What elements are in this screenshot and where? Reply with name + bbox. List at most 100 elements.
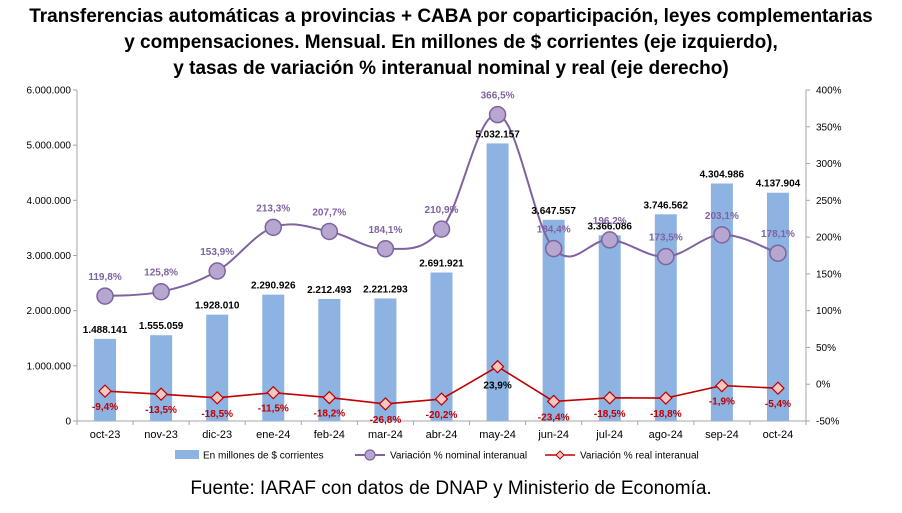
- real-marker: [210, 390, 225, 405]
- nominal-marker: [769, 244, 787, 262]
- chart-title-line-1: Transferencias automáticas a provincias …: [29, 6, 873, 27]
- source-note: Fuente: IARAF con datos de DNAP y Minist…: [190, 478, 712, 499]
- nominal-marker: [96, 287, 114, 305]
- left-tick-label: 4.000.000: [27, 196, 72, 207]
- real-value-label: -20,2%: [426, 410, 458, 421]
- right-tick-label: 150%: [816, 269, 842, 280]
- chart-title: Transferencias automáticas a provincias …: [0, 4, 902, 82]
- nominal-marker: [320, 222, 339, 241]
- nominal-value-label: 153,9%: [200, 247, 234, 258]
- real-value-label: 23,9%: [483, 381, 511, 392]
- right-tick-label: -50%: [816, 417, 839, 428]
- bar: [654, 214, 677, 421]
- nominal-value-label: 119,8%: [88, 272, 121, 283]
- real-marker: [378, 397, 393, 411]
- real-marker: [322, 390, 337, 405]
- nominal-marker: [657, 247, 675, 266]
- nominal-value-label: 213,3%: [256, 203, 290, 214]
- nominal-value-label: 203,1%: [705, 211, 739, 222]
- left-tick-label: 5.000.000: [27, 141, 72, 152]
- real-value-label: -18,2%: [314, 409, 346, 420]
- left-tick-label: 3.000.000: [27, 251, 72, 262]
- right-tick-label: 350%: [816, 122, 842, 133]
- right-tick-label: 250%: [816, 196, 842, 207]
- real-value-label: -1,9%: [709, 397, 735, 408]
- right-tick-label: 400%: [816, 86, 842, 97]
- x-tick-label: nov-23: [144, 429, 178, 441]
- real-marker: [771, 381, 785, 396]
- nominal-value-label: 173,5%: [649, 233, 683, 244]
- real-marker: [658, 391, 673, 405]
- real-marker: [602, 390, 617, 405]
- real-marker: [490, 359, 505, 374]
- bar-value-label: 1.928.010: [195, 301, 240, 312]
- legend-swatch-real-marker: [555, 450, 565, 460]
- bar-value-label: 1.555.059: [139, 321, 184, 332]
- left-tick-label: 6.000.000: [27, 86, 72, 97]
- real-marker: [98, 384, 112, 398]
- real-value-label: -26,8%: [370, 415, 402, 426]
- x-tick-label: ago-24: [649, 429, 683, 441]
- x-tick-label: ene-24: [256, 429, 290, 441]
- bar-value-label: 3.746.562: [644, 200, 689, 211]
- nominal-value-label: 125,8%: [144, 268, 178, 279]
- bar-value-label: 4.137.904: [756, 179, 801, 190]
- real-value-label: -23,4%: [538, 412, 570, 423]
- bar-value-label: 3.647.557: [531, 206, 576, 217]
- bar: [374, 298, 397, 421]
- legend-swatch-nominal-marker: [364, 449, 376, 461]
- bar: [206, 314, 229, 421]
- right-tick-label: 200%: [816, 233, 842, 244]
- nominal-marker: [376, 240, 395, 258]
- bar: [598, 235, 621, 421]
- x-tick-label: jul-24: [595, 429, 623, 441]
- x-tick-label: oct-24: [763, 429, 794, 441]
- x-tick-label: feb-24: [314, 429, 345, 441]
- bar-value-label: 5.032.157: [475, 129, 520, 140]
- x-tick-label: sep-24: [705, 429, 739, 441]
- nominal-marker: [264, 218, 283, 237]
- bar: [262, 294, 285, 421]
- nominal-value-label: 184,1%: [368, 225, 402, 236]
- real-marker: [266, 385, 281, 400]
- real-value-label: -11,5%: [258, 404, 289, 415]
- bar: [710, 183, 733, 421]
- real-marker: [434, 392, 449, 406]
- bar: [150, 335, 173, 421]
- bar: [94, 338, 117, 421]
- nominal-marker: [488, 105, 507, 124]
- right-tick-label: 100%: [816, 306, 842, 317]
- chart-title-line-2: y compensaciones. Mensual. En millones d…: [124, 32, 778, 53]
- bar-value-label: 3.366.086: [587, 221, 632, 232]
- bar: [486, 143, 509, 421]
- legend-label-nominal: Variación % nominal interanual: [390, 451, 527, 462]
- nominal-marker: [208, 262, 226, 280]
- left-tick-label: 2.000.000: [27, 306, 72, 317]
- real-marker: [715, 378, 729, 393]
- x-tick-label: oct-23: [90, 429, 121, 441]
- nominal-marker: [432, 220, 451, 238]
- x-tick-label: may-24: [479, 429, 516, 441]
- right-tick-label: 300%: [816, 159, 842, 170]
- chart-title-line-3: y tasas de variación % interanual nomina…: [173, 58, 729, 79]
- real-value-label: -9,4%: [92, 402, 118, 413]
- right-tick-label: 0%: [816, 380, 831, 391]
- x-tick-label: abr-24: [426, 429, 458, 441]
- nominal-marker: [152, 282, 170, 301]
- left-tick-label: 0: [65, 417, 71, 428]
- bar: [542, 219, 565, 421]
- real-value-label: -5,4%: [765, 399, 791, 410]
- bar-value-label: 2.212.493: [307, 285, 352, 296]
- nominal-marker: [544, 239, 563, 258]
- x-tick-label: dic-23: [202, 429, 232, 441]
- nominal-value-label: 178,1%: [761, 229, 795, 240]
- bar-value-label: 1.488.141: [83, 325, 128, 336]
- real-marker: [154, 387, 168, 402]
- bar: [318, 298, 341, 421]
- real-value-label: -18,5%: [594, 409, 626, 420]
- nominal-value-label: 184,4%: [537, 225, 571, 236]
- nominal-value-label: 366,5%: [481, 91, 515, 102]
- legend-swatch-bars: [175, 450, 199, 459]
